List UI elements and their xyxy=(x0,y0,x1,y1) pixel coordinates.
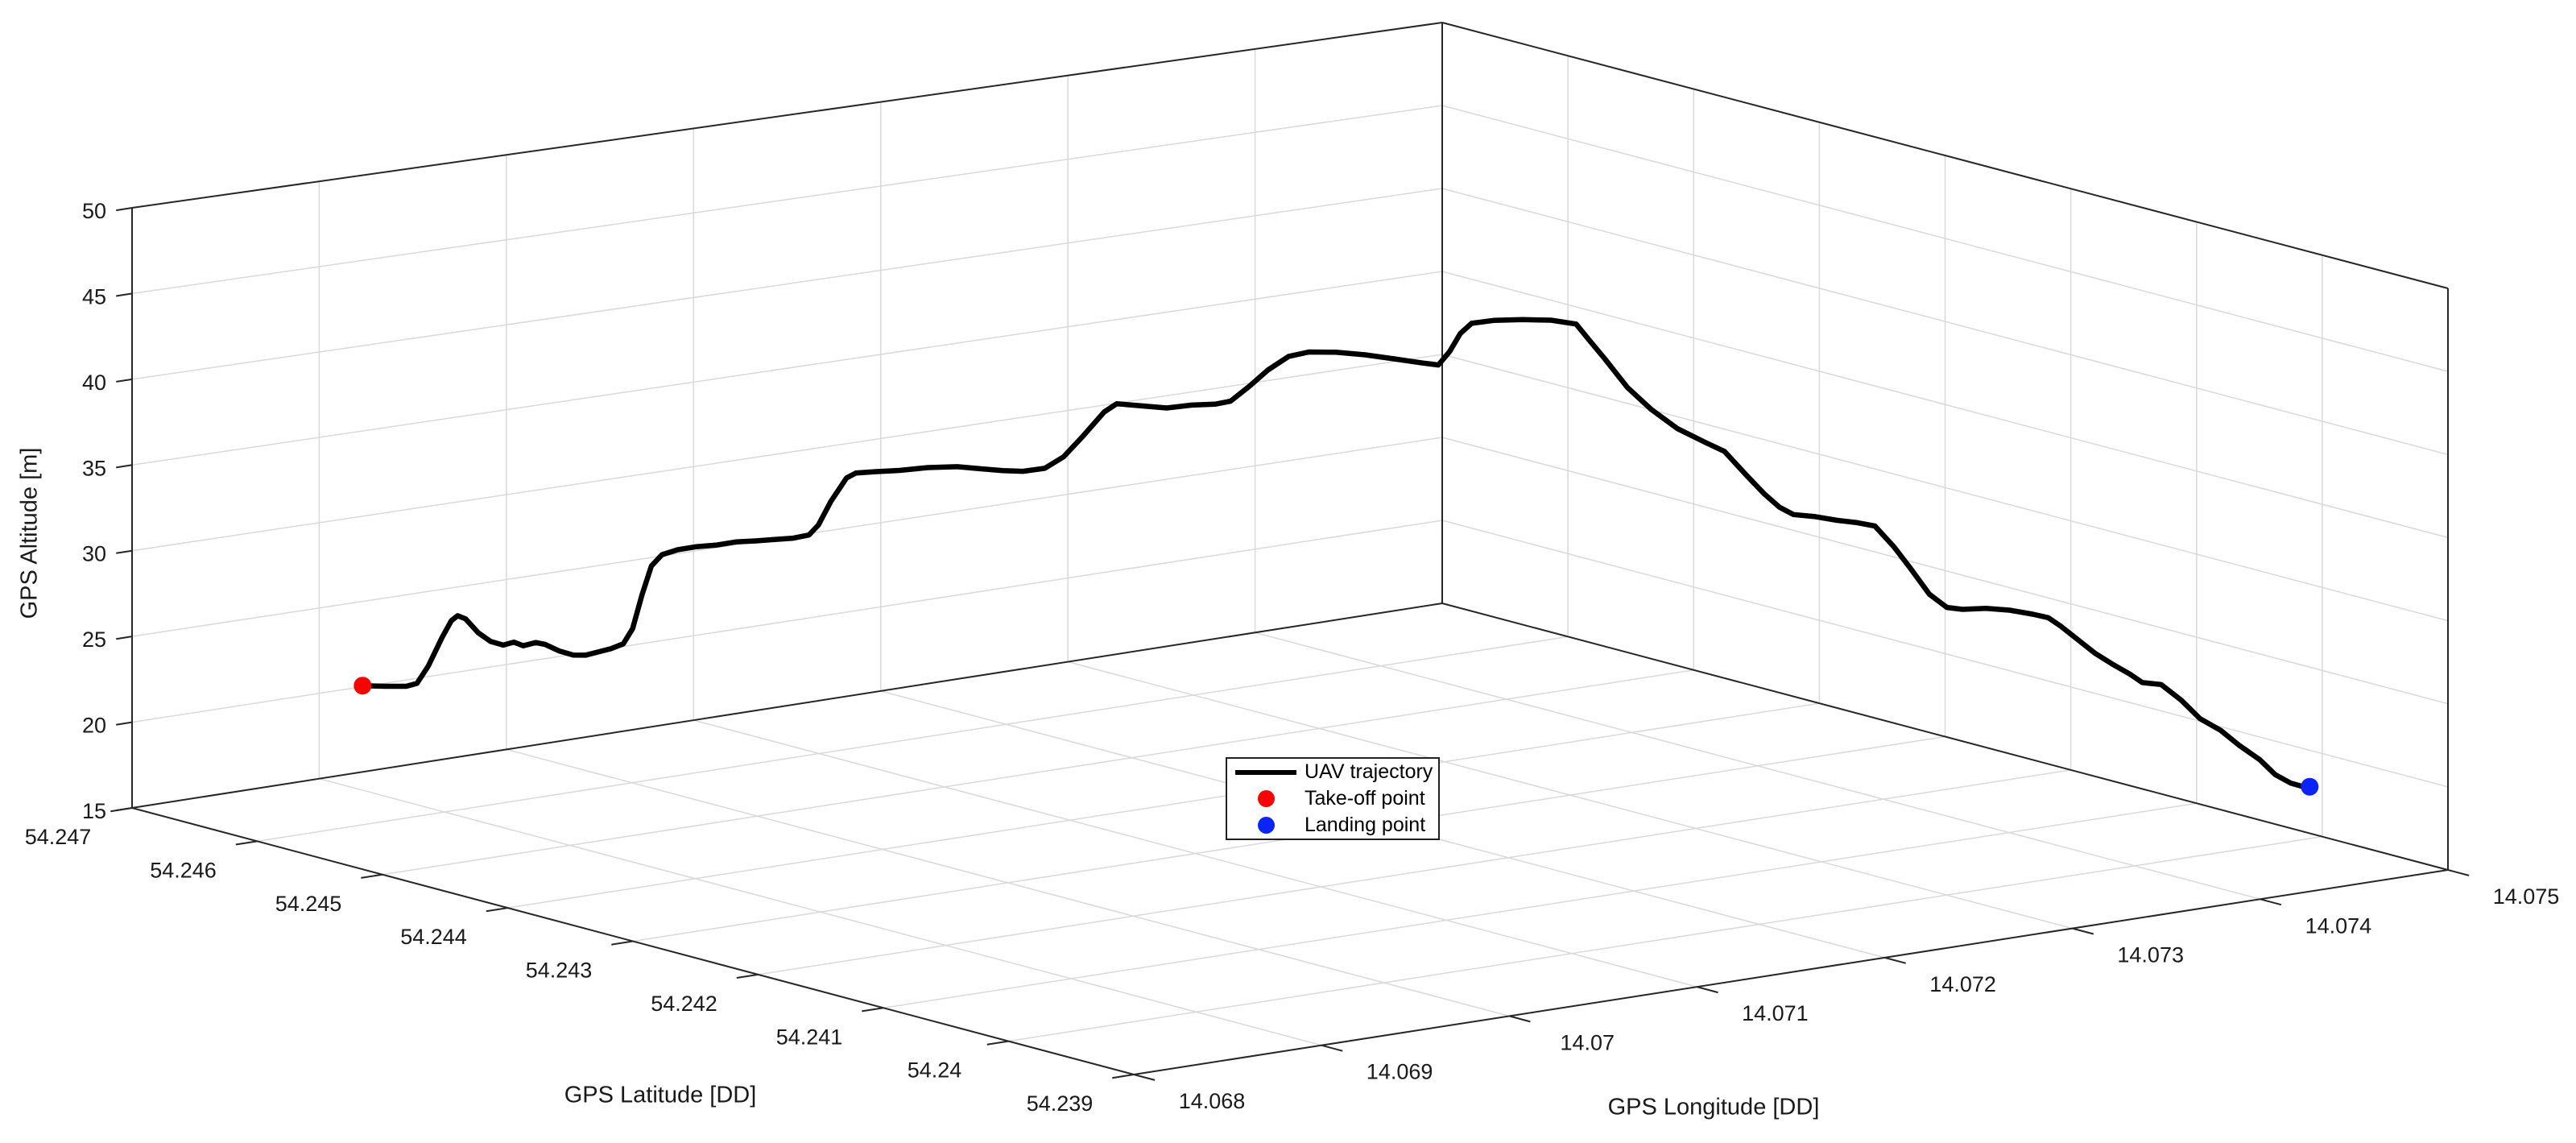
trajectory-line-swatch xyxy=(1227,769,1305,775)
legend-item-uav-trajectory: UAV trajectory xyxy=(1227,759,1438,785)
legend-item-landing-point: Landing point xyxy=(1227,812,1438,839)
x-tick-label: 14.068 xyxy=(1179,1089,1246,1113)
legend-item-takeoff-point: Take-off point xyxy=(1227,785,1438,812)
z-tick-label: 30 xyxy=(82,542,106,566)
x-tick-label: 14.07 xyxy=(1561,1030,1615,1054)
axis-ticks xyxy=(110,207,2470,1081)
z-tick-label: 50 xyxy=(82,199,106,223)
z-tick-label: 45 xyxy=(82,284,106,309)
uav-trajectory-path xyxy=(360,317,2313,789)
x-tick-label: 14.072 xyxy=(1929,972,1996,996)
axis-box-edges xyxy=(131,22,2449,1075)
x-tick-label: 14.074 xyxy=(2305,913,2372,938)
y-tick-label: 54.247 xyxy=(25,825,92,849)
legend-label: Landing point xyxy=(1305,814,1426,836)
x-tick-label: 14.073 xyxy=(2117,943,2184,967)
y-tick-label: 54.241 xyxy=(776,1025,843,1049)
z-tick-label: 35 xyxy=(82,456,106,480)
x-axis-title: GPS Longitude [DD] xyxy=(1607,1094,1820,1120)
x-tick-label: 14.069 xyxy=(1367,1060,1433,1084)
z-axis-title: GPS Altitude [m] xyxy=(16,447,43,619)
legend: UAV trajectory Take-off point Landing po… xyxy=(1226,757,1440,840)
x-tick-label: 14.075 xyxy=(2493,884,2560,909)
y-tick-label: 54.246 xyxy=(150,858,217,882)
uav-trajectory xyxy=(360,317,2313,789)
z-tick-label: 15 xyxy=(82,799,106,823)
y-tick-label: 54.243 xyxy=(526,959,593,983)
legend-label: UAV trajectory xyxy=(1305,760,1433,783)
x-tick-label: 14.071 xyxy=(1742,1001,1809,1025)
z-tick-label: 25 xyxy=(82,627,106,652)
y-tick-label: 54.242 xyxy=(651,992,717,1016)
y-tick-label: 54.244 xyxy=(400,925,467,949)
y-axis-title: GPS Latitude [DD] xyxy=(564,1082,757,1108)
y-tick-label: 54.24 xyxy=(908,1058,962,1083)
y-tick-label: 54.239 xyxy=(1027,1091,1094,1116)
takeoff-dot-icon xyxy=(1227,790,1305,807)
grid-lines xyxy=(131,48,2449,1046)
landing-dot-icon xyxy=(1227,817,1305,834)
tick-labels: 54.247 54.246 54.245 54.244 54.243 54.242 54.2… xyxy=(25,199,2560,1116)
takeoff-point-marker xyxy=(354,677,372,695)
landing-point-marker xyxy=(2301,777,2319,796)
y-tick-label: 54.245 xyxy=(275,892,342,916)
z-tick-label: 20 xyxy=(82,714,106,738)
z-tick-label: 40 xyxy=(82,371,106,395)
legend-label: Take-off point xyxy=(1305,787,1425,810)
